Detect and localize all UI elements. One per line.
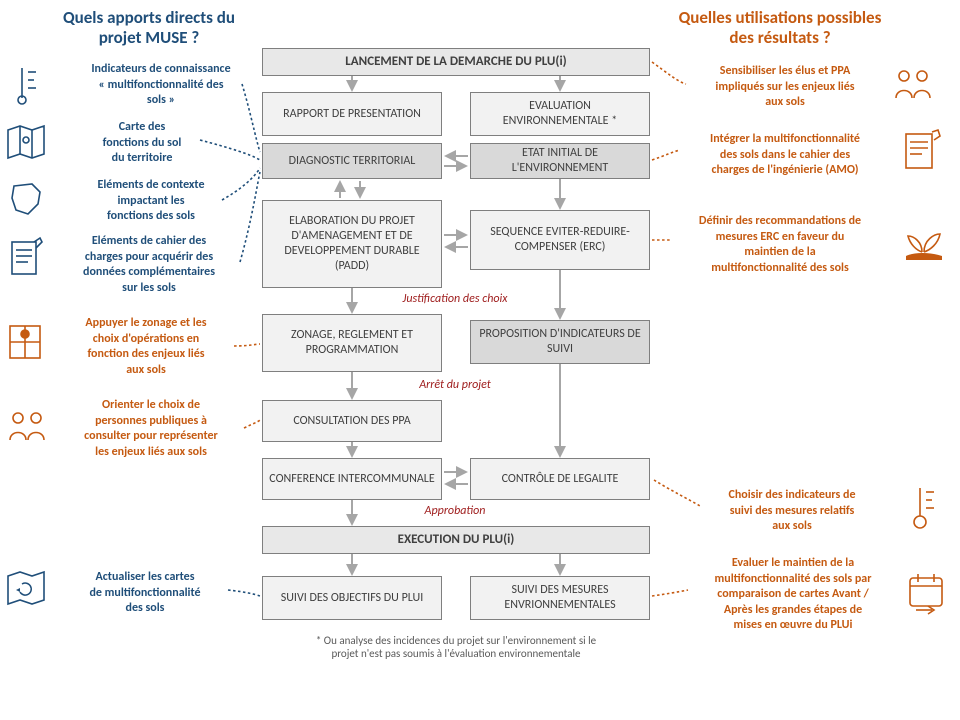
- left-item-1: Indicateurs de connaissance« multifoncti…: [66, 62, 256, 109]
- box-zonage: ZONAGE, REGLEMENT ET PROGRAMMATION: [262, 314, 442, 372]
- left-item-2: Carte desfonctions du soldu territoire: [82, 120, 202, 167]
- footnote: * Ou analyse des incidences du projet su…: [276, 634, 636, 660]
- left-item-6: Orienter le choix depersonnes publiques …: [56, 398, 246, 460]
- box-suivi-mes: SUIVI DES MESURES ENVRIONNEMENTALES: [470, 576, 650, 620]
- left-item-5: Appuyer le zonage et leschoix d'opératio…: [56, 316, 236, 378]
- indicator-icon: [6, 62, 46, 108]
- right-item-4: Choisir des indicateurs desuivi des mesu…: [702, 488, 882, 535]
- label-approbation: Approbation: [340, 504, 570, 518]
- label-arret: Arrêt du projet: [340, 378, 570, 392]
- box-rapport: RAPPORT DE PRESENTATION: [262, 92, 442, 136]
- box-proposition: PROPOSITION D'INDICATEURS DE SUIVI: [470, 320, 650, 364]
- right-item-5: Evaluer le maintien de lamultifonctionna…: [688, 556, 898, 634]
- label-justification: Justification des choix: [340, 292, 570, 306]
- box-padd: ELABORATION DU PROJET D'AMENAGEMENT ET D…: [262, 200, 442, 288]
- left-item-3: Eléments de contexteimpactant lesfonctio…: [76, 178, 226, 225]
- people-group-icon: [888, 64, 938, 108]
- box-conference: CONFERENCE INTERCOMMUNALE: [262, 458, 442, 500]
- right-item-3: Définir des recommandations demesures ER…: [670, 214, 890, 276]
- right-item-1: Sensibiliser les élus et PPAimpliqués su…: [690, 64, 880, 111]
- box-erc: SEQUENCE EVITER-REDUIRE-COMPENSER (ERC): [470, 210, 650, 270]
- box-launch: LANCEMENT DE LA DEMARCHE DU PLU(i): [262, 48, 650, 76]
- map-icon: [2, 120, 48, 166]
- document-icon: [4, 236, 46, 282]
- box-controle: CONTRÔLE DE LEGALITE: [470, 458, 650, 500]
- plant-icon: [900, 222, 948, 266]
- notes-icon: [900, 128, 944, 176]
- left-item-7: Actualiser les cartesde multifonctionnal…: [60, 570, 230, 617]
- box-consultation: CONSULTATION DES PPA: [262, 400, 442, 442]
- thermometer-icon: [904, 482, 944, 534]
- heading-right: Quelles utilisations possibles des résul…: [640, 8, 920, 49]
- map-refresh-icon: [2, 566, 48, 612]
- right-item-2: Intégrer la multifonctionnalitédes sols …: [680, 132, 890, 179]
- box-evaluation: EVALUATION ENVIRONNEMENTALE *: [470, 92, 650, 136]
- heading-left: Quels apports directs du projet MUSE ?: [44, 8, 254, 49]
- people-icon: [4, 406, 50, 448]
- box-execution: EXECUTION DU PLU(i): [262, 526, 650, 554]
- left-item-4: Eléments de cahier descharges pour acqué…: [54, 234, 244, 296]
- box-diagnostic: DIAGNOSTIC TERRITORIAL: [262, 143, 442, 179]
- calendar-icon: [904, 570, 950, 618]
- box-suivi-obj: SUIVI DES OBJECTIFS DU PLUI: [262, 576, 442, 620]
- pin-map-icon: [4, 320, 46, 366]
- box-etat-initial: ETAT INITIAL DE L'ENVIRONNEMENT: [470, 143, 650, 179]
- france-icon: [4, 178, 46, 220]
